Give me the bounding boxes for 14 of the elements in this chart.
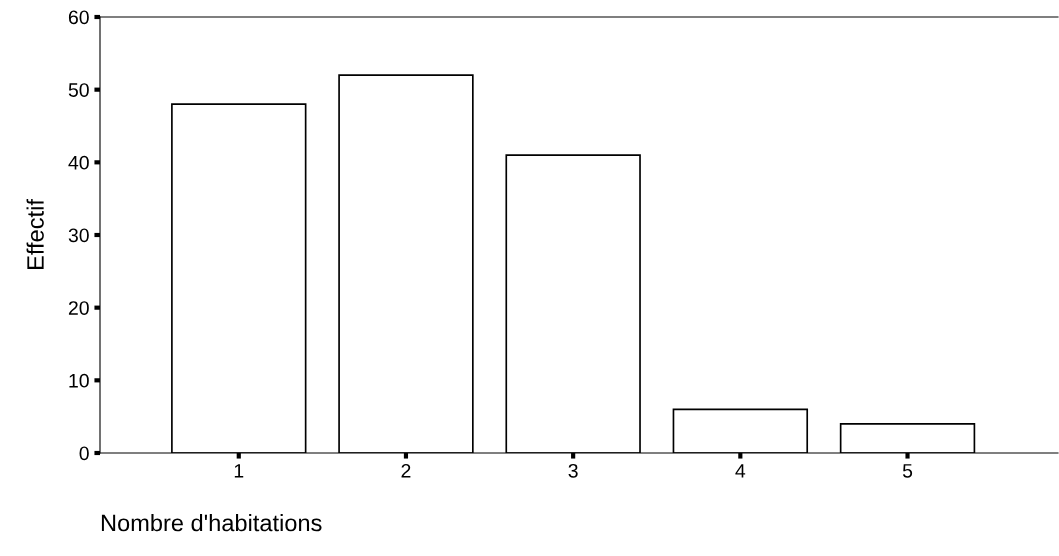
y-tick-label: 50 — [68, 83, 89, 97]
y-axis-title: Effectif — [26, 199, 44, 269]
y-tick-label: 60 — [68, 10, 89, 25]
x-tick-label: 5 — [902, 464, 913, 478]
y-tick-label: 40 — [68, 155, 89, 170]
x-tick-label: 2 — [401, 463, 411, 478]
x-tick-label: 3 — [568, 463, 578, 478]
y-tick-label: 10 — [69, 373, 89, 388]
x-axis-title: Nombre d'habitations — [101, 513, 322, 532]
y-tick-label: 30 — [68, 228, 89, 243]
x-tick-label: 1 — [234, 464, 244, 478]
x-tick-label: 4 — [735, 464, 746, 478]
y-tick-label: 20 — [68, 301, 89, 315]
y-tick-label: 0 — [79, 446, 89, 461]
